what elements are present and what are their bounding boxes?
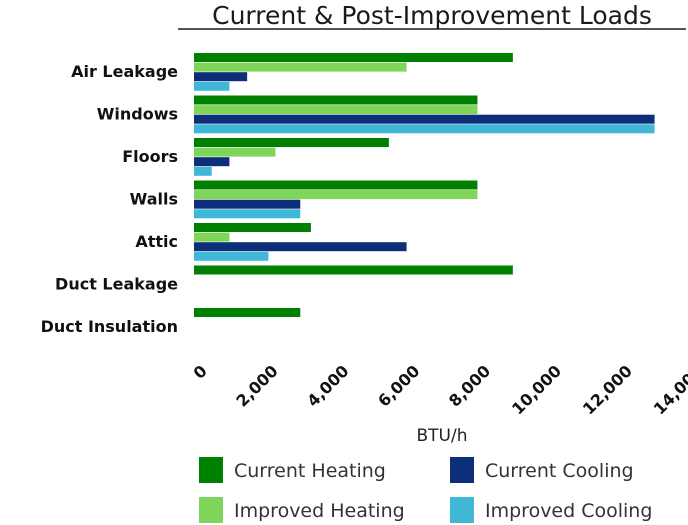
category-label: Attic — [135, 232, 178, 251]
bar-improved-heating-attic — [194, 232, 230, 242]
bar-improved-cooling-air-leakage — [194, 81, 230, 91]
x-tick-label: 2,000 — [232, 361, 281, 410]
legend-swatch — [199, 457, 223, 483]
bar-current-heating-windows — [194, 95, 478, 105]
x-tick-labels: 0 2,000 4,000 6,000 8,000 10,000 12,000 14,000 — [190, 361, 688, 418]
category-label: Floors — [122, 147, 178, 166]
x-tick-label: 4,000 — [303, 361, 352, 410]
bar-improved-cooling-floors — [194, 166, 212, 176]
bar-current-cooling-floors — [194, 157, 230, 167]
category-label: Air Leakage — [71, 62, 178, 81]
bar-current-heating-attic — [194, 223, 311, 232]
legend-label: Improved Heating — [234, 500, 405, 522]
bar-current-heating-floors — [194, 138, 389, 147]
x-tick-label: 14,000 — [650, 361, 688, 418]
bar-current-heating-duct-insulation — [194, 308, 301, 317]
x-tick-label: 6,000 — [374, 361, 423, 410]
bars-group — [194, 53, 655, 317]
bar-improved-heating-air-leakage — [194, 62, 407, 72]
bar-current-cooling-air-leakage — [194, 72, 248, 82]
chart-title: Current & Post-Improvement Loads — [212, 1, 652, 30]
category-labels: Air Leakage Windows Floors Walls Attic Duct L… — [41, 62, 179, 336]
bar-current-heating-air-leakage — [194, 53, 513, 62]
x-tick-label: 12,000 — [579, 361, 636, 418]
bar-current-cooling-attic — [194, 242, 407, 252]
bar-current-cooling-walls — [194, 199, 301, 209]
x-tick-label: 10,000 — [508, 361, 565, 418]
category-label: Walls — [130, 190, 178, 209]
legend-swatch — [199, 497, 223, 523]
category-label: Duct Leakage — [55, 275, 178, 294]
legend: Current Heating Current Cooling Improved H… — [199, 457, 652, 523]
x-axis-label: BTU/h — [417, 426, 468, 446]
category-label: Duct Insulation — [41, 317, 178, 336]
bar-improved-heating-windows — [194, 105, 478, 115]
x-tick-label: 8,000 — [445, 361, 494, 410]
x-tick-label: 0 — [190, 361, 211, 382]
bar-current-heating-duct-leakage — [194, 265, 513, 275]
bar-improved-cooling-walls — [194, 209, 301, 219]
legend-label: Current Cooling — [485, 460, 634, 482]
bar-improved-cooling-windows — [194, 124, 655, 134]
legend-label: Improved Cooling — [485, 500, 652, 522]
bar-current-cooling-windows — [194, 114, 655, 124]
bar-improved-heating-walls — [194, 190, 478, 200]
bar-improved-heating-floors — [194, 147, 276, 157]
bar-improved-cooling-attic — [194, 251, 269, 261]
legend-label: Current Heating — [234, 460, 386, 482]
legend-swatch — [450, 457, 474, 483]
category-label: Windows — [97, 105, 178, 124]
legend-swatch — [450, 497, 474, 523]
bar-current-heating-walls — [194, 180, 478, 190]
